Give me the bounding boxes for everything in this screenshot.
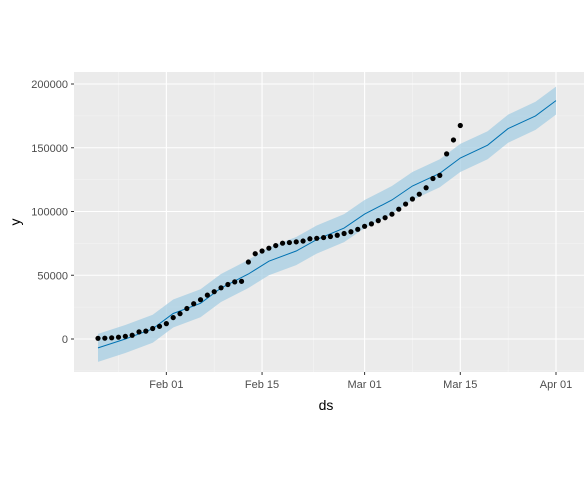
data-point — [115, 334, 122, 340]
data-point — [423, 185, 429, 191]
x-tick-label: Mar 01 — [347, 379, 381, 391]
data-point — [156, 323, 163, 329]
data-point — [102, 335, 108, 341]
data-point — [355, 226, 361, 232]
data-point — [197, 297, 204, 303]
data-point — [307, 236, 313, 242]
data-point — [109, 335, 115, 341]
data-point — [211, 289, 217, 295]
x-axis-title: ds — [319, 397, 334, 413]
data-point — [273, 242, 279, 249]
forecast-line — [97, 100, 557, 349]
data-point — [327, 233, 334, 240]
x-tick-label: Feb 01 — [149, 379, 183, 391]
y-tick-label: 0 — [62, 334, 68, 346]
data-point — [320, 234, 327, 241]
data-point — [286, 239, 293, 246]
grid-lines — [74, 72, 584, 372]
data-point — [430, 175, 436, 182]
y-tick-label: 100000 — [31, 207, 68, 219]
data-point — [375, 218, 381, 224]
data-point — [163, 321, 169, 327]
data-point — [279, 240, 286, 246]
data-point — [204, 292, 210, 298]
data-point — [232, 279, 238, 285]
x-tick-label: Apr 01 — [540, 379, 572, 391]
data-point — [259, 248, 265, 254]
data-point — [266, 245, 272, 251]
data-point — [129, 332, 135, 338]
data-point — [218, 285, 224, 291]
data-point — [389, 211, 395, 217]
data-point — [409, 196, 416, 202]
data-point — [170, 314, 176, 321]
data-point — [136, 329, 142, 335]
data-point — [396, 206, 402, 212]
data-point — [361, 223, 368, 229]
observed-points — [95, 122, 463, 341]
data-point — [184, 305, 190, 312]
data-point — [314, 235, 320, 241]
data-point — [437, 172, 443, 178]
data-point — [403, 201, 409, 207]
data-point — [368, 221, 375, 227]
data-point — [143, 328, 149, 334]
data-point — [191, 301, 197, 307]
y-tick-label: 50000 — [37, 270, 68, 282]
data-point — [348, 229, 354, 235]
x-tick-label: Mar 15 — [443, 379, 477, 391]
data-point — [95, 335, 101, 341]
data-point — [293, 239, 299, 245]
data-point — [334, 232, 340, 238]
x-tick-label: Feb 15 — [245, 379, 279, 391]
data-point — [457, 122, 463, 129]
data-point — [416, 191, 422, 197]
y-axis-title: y — [7, 219, 23, 226]
data-point — [150, 325, 156, 332]
y-tick-label: 150000 — [31, 143, 68, 155]
data-point — [238, 278, 245, 284]
data-point — [444, 151, 450, 157]
data-point — [341, 230, 347, 237]
y-tick-label: 200000 — [31, 79, 68, 91]
data-point — [225, 281, 231, 288]
data-point — [122, 333, 128, 339]
data-point — [252, 251, 258, 257]
data-point — [245, 259, 251, 265]
data-point — [382, 215, 388, 221]
data-point — [450, 137, 457, 143]
data-point — [300, 238, 306, 244]
data-point — [177, 311, 183, 317]
axes: 0 50000 100000 150000 200000 Feb 01 Feb 15 Mar … — [31, 79, 572, 391]
